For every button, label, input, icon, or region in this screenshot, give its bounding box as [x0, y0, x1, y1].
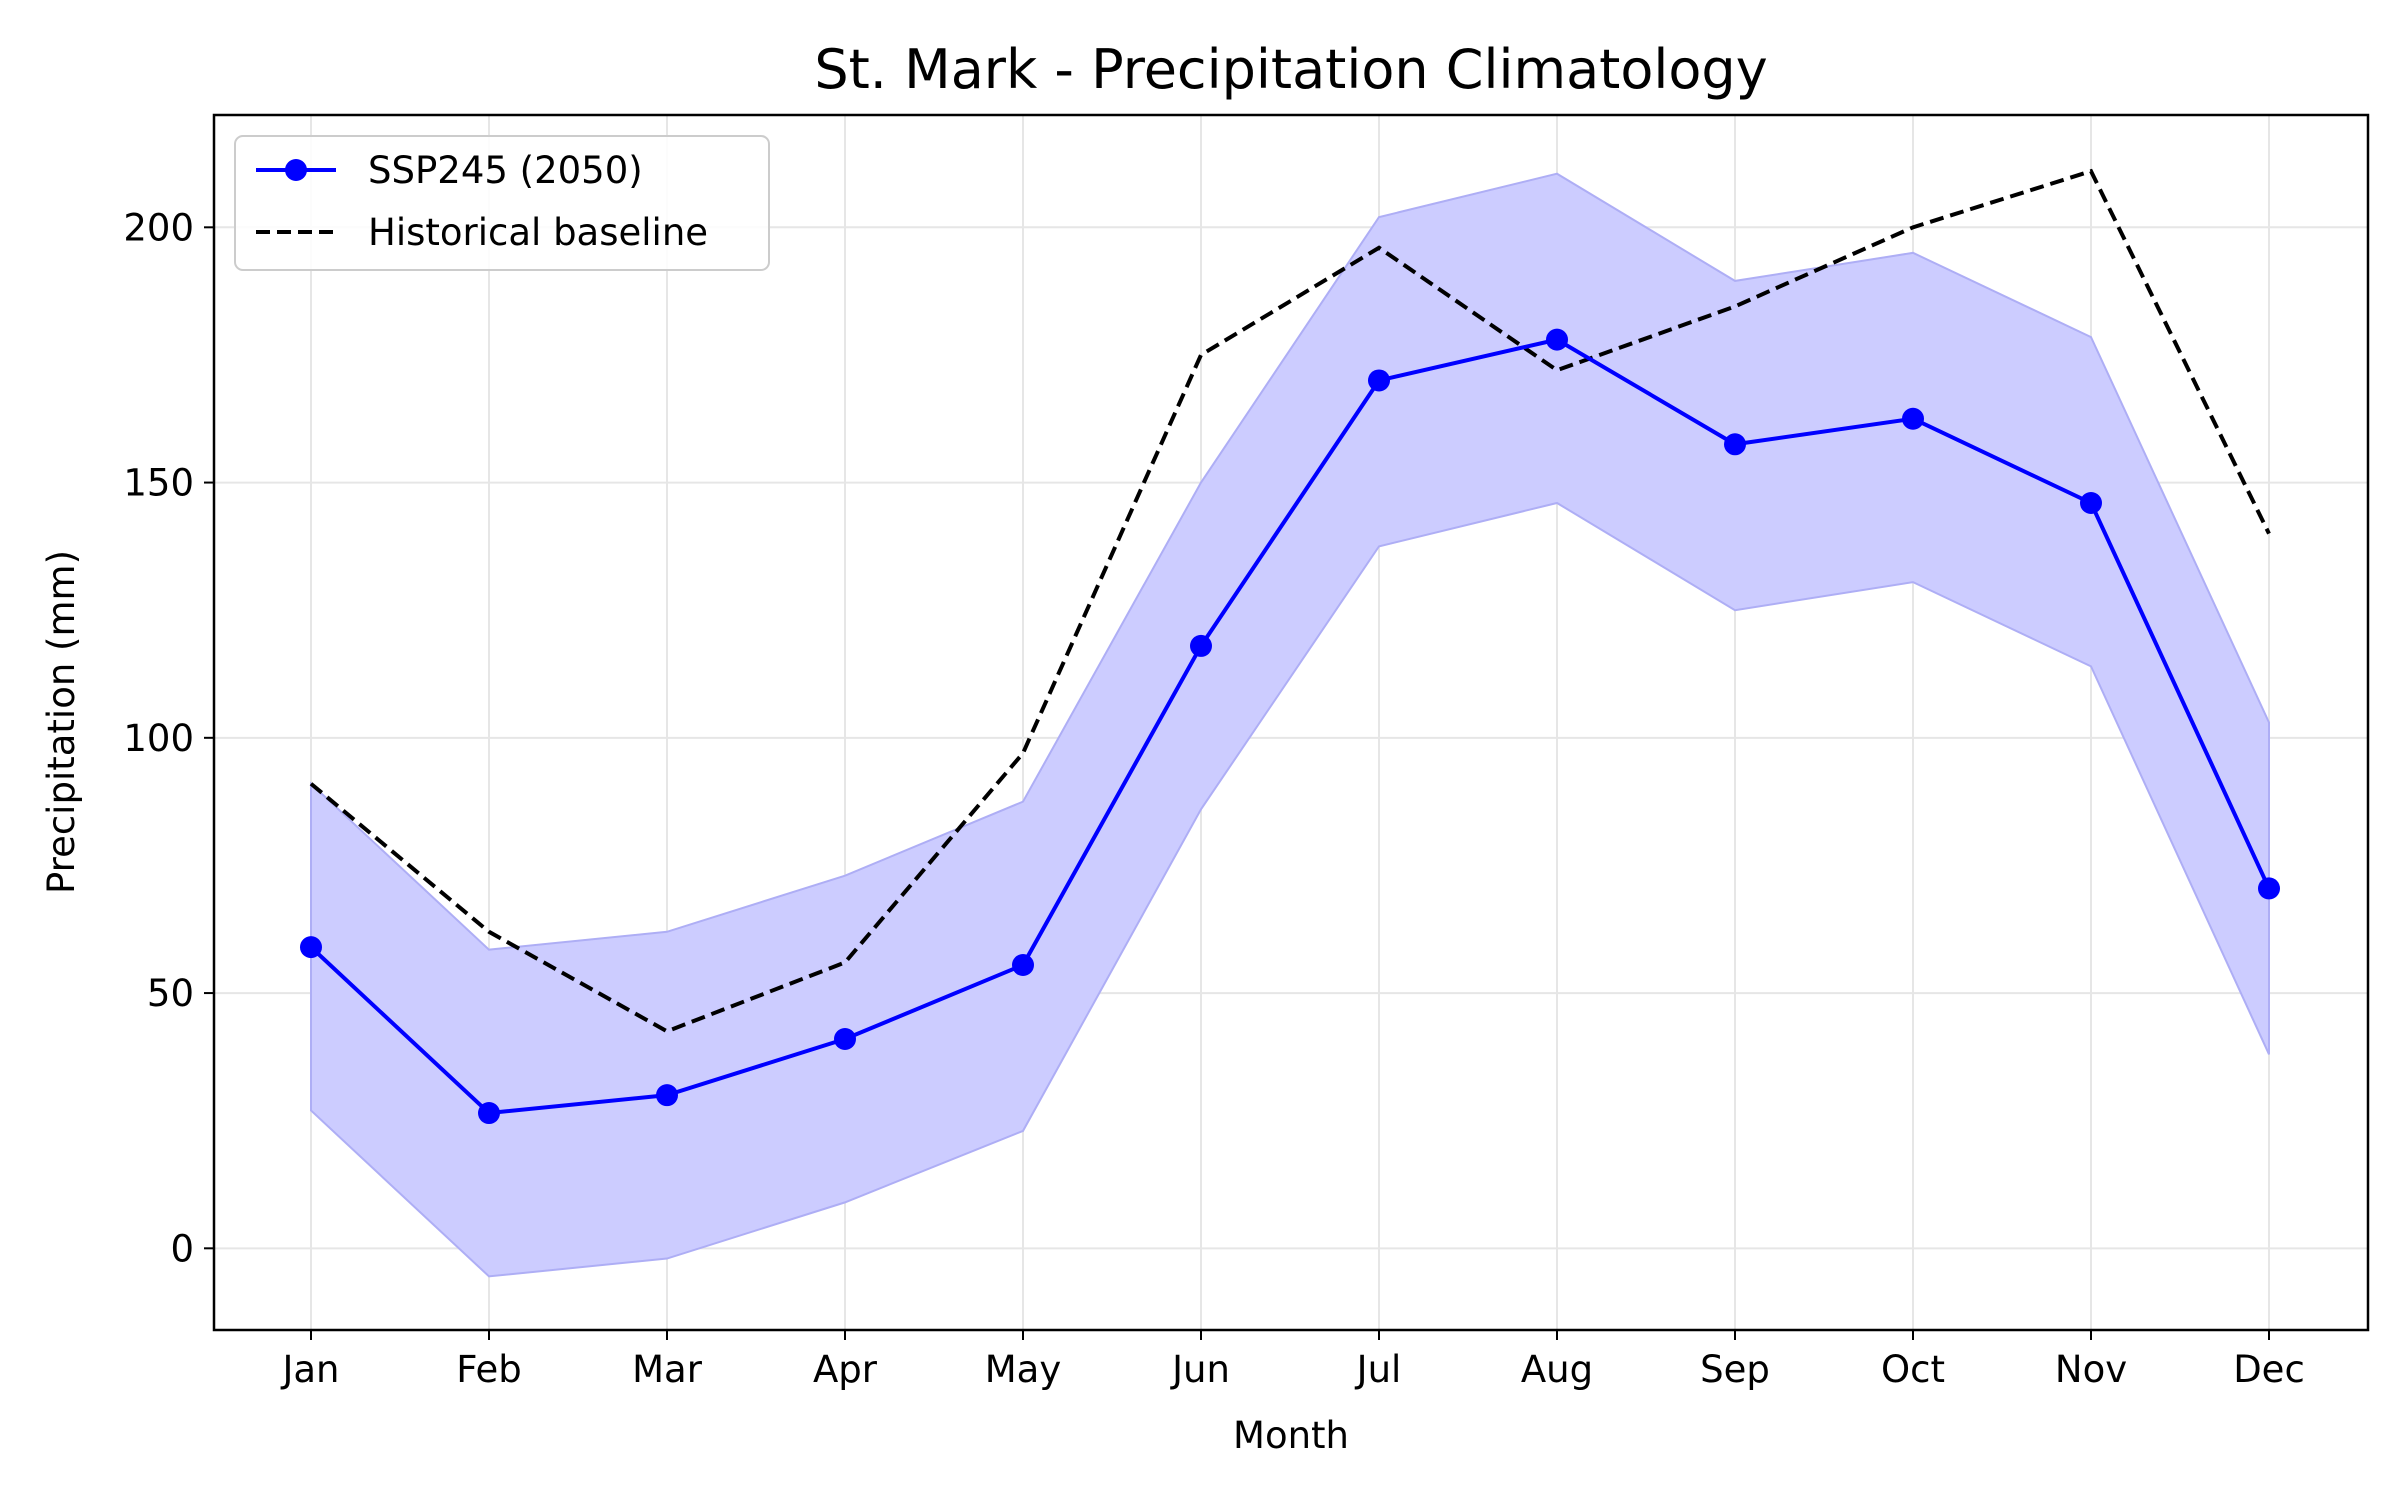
data-point-ssp245 [1012, 953, 1034, 976]
y-tick-label: 200 [123, 206, 194, 249]
x-tick-label: Apr [813, 1348, 878, 1391]
y-tick-label: 150 [123, 462, 194, 505]
data-point-ssp245 [1368, 369, 1390, 392]
x-tick-label: Mar [632, 1348, 703, 1391]
y-axis-label: Precipitation (mm) [40, 550, 83, 894]
legend-box [234, 135, 770, 271]
y-tick-label: 0 [170, 1227, 194, 1270]
data-point-ssp245 [834, 1028, 856, 1051]
x-tick-label: Jan [280, 1348, 339, 1391]
axis-ticks: Jan Feb Mar Apr May Jun Jul Aug Sep Oct Nov Dec 0 50 1… [123, 206, 2304, 1391]
legend-label-ssp245: SSP245 (2050) [368, 149, 643, 192]
x-tick-label: Sep [1700, 1348, 1770, 1391]
series-layer [300, 168, 2280, 1125]
x-tick-label: Aug [1521, 1348, 1593, 1391]
legend-swatch-ssp245-marker [285, 159, 307, 181]
legend-label-historical: Historical baseline [368, 211, 708, 254]
x-tick-label: Jun [1170, 1348, 1230, 1391]
x-tick-label: Feb [456, 1348, 522, 1391]
x-tick-label: Jul [1355, 1348, 1402, 1391]
data-point-ssp245 [2080, 491, 2102, 514]
data-point-ssp245 [1190, 634, 1212, 657]
y-tick-label: 100 [123, 717, 194, 760]
data-point-ssp245 [1724, 433, 1746, 456]
x-tick-label: Nov [2055, 1348, 2127, 1391]
y-tick-label: 50 [147, 972, 194, 1015]
x-tick-label: Dec [2233, 1348, 2305, 1391]
series-line-historical-baseline [309, 168, 2271, 1034]
data-point-ssp245 [1902, 407, 1924, 430]
x-tick-label: May [985, 1348, 1062, 1391]
chart-title: St. Mark - Precipitation Climatology [814, 38, 1767, 101]
series-line-ssp245 [309, 337, 2271, 1116]
data-point-ssp245 [1546, 328, 1568, 351]
x-axis-label: Month [1233, 1414, 1349, 1457]
data-point-ssp245 [656, 1084, 678, 1107]
data-point-ssp245 [478, 1102, 500, 1125]
data-point-ssp245 [2258, 877, 2280, 900]
legend: SSP245 (2050) Historical baseline [234, 135, 770, 271]
data-point-ssp245 [300, 936, 322, 959]
plot-frame [212, 113, 2370, 1332]
uncertainty-band [310, 172, 2270, 1278]
range-band-layer [310, 172, 2270, 1278]
x-tick-label: Oct [1881, 1348, 1945, 1391]
